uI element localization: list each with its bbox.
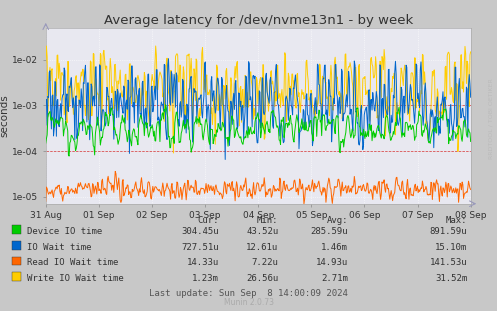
Text: Read IO Wait time: Read IO Wait time [27,258,119,267]
Text: Min:: Min: [257,216,278,225]
Text: 14.33u: 14.33u [186,258,219,267]
Text: RRDTOOL / TOBI OETIKER: RRDTOOL / TOBI OETIKER [489,78,494,159]
Text: Device IO time: Device IO time [27,227,102,236]
Y-axis label: seconds: seconds [0,95,9,137]
Text: 12.61u: 12.61u [246,243,278,252]
Text: 727.51u: 727.51u [181,243,219,252]
Text: 304.45u: 304.45u [181,227,219,236]
Title: Average latency for /dev/nvme13n1 - by week: Average latency for /dev/nvme13n1 - by w… [103,14,413,27]
Text: 1.23m: 1.23m [192,274,219,283]
Text: 43.52u: 43.52u [246,227,278,236]
Text: Avg:: Avg: [327,216,348,225]
Text: 14.93u: 14.93u [316,258,348,267]
Text: 26.56u: 26.56u [246,274,278,283]
Text: 2.71m: 2.71m [321,274,348,283]
Text: 31.52m: 31.52m [435,274,467,283]
Text: 1.46m: 1.46m [321,243,348,252]
Text: 891.59u: 891.59u [429,227,467,236]
Text: Last update: Sun Sep  8 14:00:09 2024: Last update: Sun Sep 8 14:00:09 2024 [149,290,348,298]
Text: Munin 2.0.73: Munin 2.0.73 [224,298,273,307]
Text: 285.59u: 285.59u [310,227,348,236]
Text: 141.53u: 141.53u [429,258,467,267]
Text: Max:: Max: [446,216,467,225]
Text: 7.22u: 7.22u [251,258,278,267]
Text: IO Wait time: IO Wait time [27,243,92,252]
Text: Cur:: Cur: [197,216,219,225]
Text: Write IO Wait time: Write IO Wait time [27,274,124,283]
Text: 15.10m: 15.10m [435,243,467,252]
